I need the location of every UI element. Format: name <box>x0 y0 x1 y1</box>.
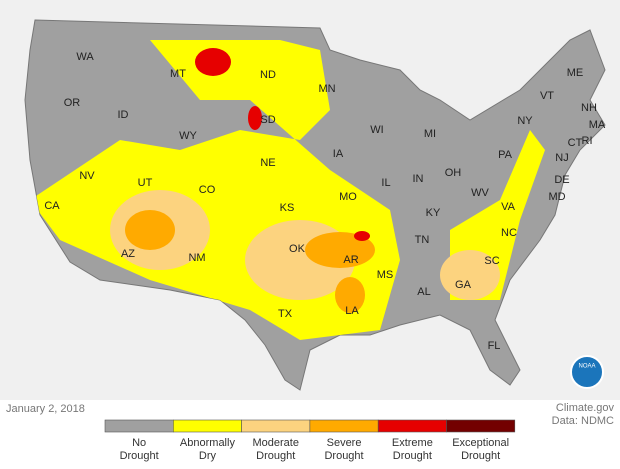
legend-label: No <box>132 437 146 449</box>
date: January 2, 2018 <box>6 403 85 415</box>
noaa-logo <box>570 355 604 389</box>
legend-swatch <box>241 419 311 433</box>
legend-swatch <box>309 419 379 433</box>
state-label: DE <box>554 174 569 186</box>
state-label: VA <box>501 201 516 213</box>
legend-label: Drought <box>256 450 295 462</box>
state-label: MT <box>170 68 186 80</box>
state-label: ME <box>567 67 584 79</box>
legend-label: Abnormally <box>180 437 236 449</box>
state-label: AZ <box>121 248 135 260</box>
state-label: WY <box>179 130 197 142</box>
state-label: OH <box>445 167 462 179</box>
legend-swatch <box>446 419 516 433</box>
state-label: KY <box>426 207 441 219</box>
state-label: NJ <box>555 152 568 164</box>
legend-label: Extreme <box>392 437 433 449</box>
state-label: WA <box>76 51 94 63</box>
state-label: WI <box>370 124 383 136</box>
state-label: WV <box>471 187 489 199</box>
legend-label: Drought <box>120 450 159 462</box>
state-label: MN <box>318 83 335 95</box>
state-label: CA <box>44 200 60 212</box>
state-label: GA <box>455 279 472 291</box>
legend-label: Drought <box>393 450 432 462</box>
state-label: RI <box>582 135 593 147</box>
state-label: KS <box>280 202 295 214</box>
state-label: IA <box>333 148 344 160</box>
state-label: CT <box>568 137 583 149</box>
area-moderate <box>440 250 500 300</box>
state-label: NE <box>260 157 275 169</box>
area-severe <box>335 277 365 313</box>
legend-label: Moderate <box>253 437 299 449</box>
state-label: IN <box>413 173 424 185</box>
state-label: AL <box>417 286 430 298</box>
state-label: TN <box>415 234 430 246</box>
state-label: TX <box>278 308 293 320</box>
logo-text: NOAA <box>578 364 595 370</box>
state-label: UT <box>138 177 153 189</box>
legend-swatch <box>377 419 447 433</box>
state-label: FL <box>488 340 501 352</box>
area-extreme <box>354 231 370 241</box>
credit: Climate.gov <box>556 402 615 414</box>
state-label: MD <box>548 191 565 203</box>
credit: Data: NDMC <box>552 415 614 427</box>
area-extreme <box>248 106 262 130</box>
state-label: NC <box>501 227 517 239</box>
state-label: PA <box>498 149 513 161</box>
state-label: LA <box>345 305 359 317</box>
legend-label: Exceptional <box>452 437 509 449</box>
drought-areas <box>30 40 545 340</box>
area-extreme <box>195 48 231 76</box>
state-label: NM <box>188 252 205 264</box>
state-label: CO <box>199 184 216 196</box>
state-label: NH <box>581 102 597 114</box>
legend-label: Drought <box>461 450 500 462</box>
state-label: ID <box>118 109 129 121</box>
state-label: OK <box>289 243 306 255</box>
state-label: SC <box>484 255 499 267</box>
state-label: MI <box>424 128 436 140</box>
area-severe <box>125 210 175 250</box>
state-label: ND <box>260 69 276 81</box>
state-label: MO <box>339 191 357 203</box>
state-label: VT <box>540 90 554 102</box>
state-label: AR <box>343 254 358 266</box>
legend-label: Severe <box>327 437 362 449</box>
legend-swatch <box>104 419 174 433</box>
legend-swatch <box>173 419 242 433</box>
state-label: OR <box>64 97 81 109</box>
state-label: NY <box>517 115 533 127</box>
state-label: NV <box>79 170 95 182</box>
state-label: SD <box>260 114 275 126</box>
legend-label: Drought <box>324 450 363 462</box>
state-label: MS <box>377 269 394 281</box>
legend-label: Dry <box>199 450 217 462</box>
state-label: MA <box>589 119 606 131</box>
area-severe <box>305 232 375 268</box>
state-label: IL <box>381 177 390 189</box>
